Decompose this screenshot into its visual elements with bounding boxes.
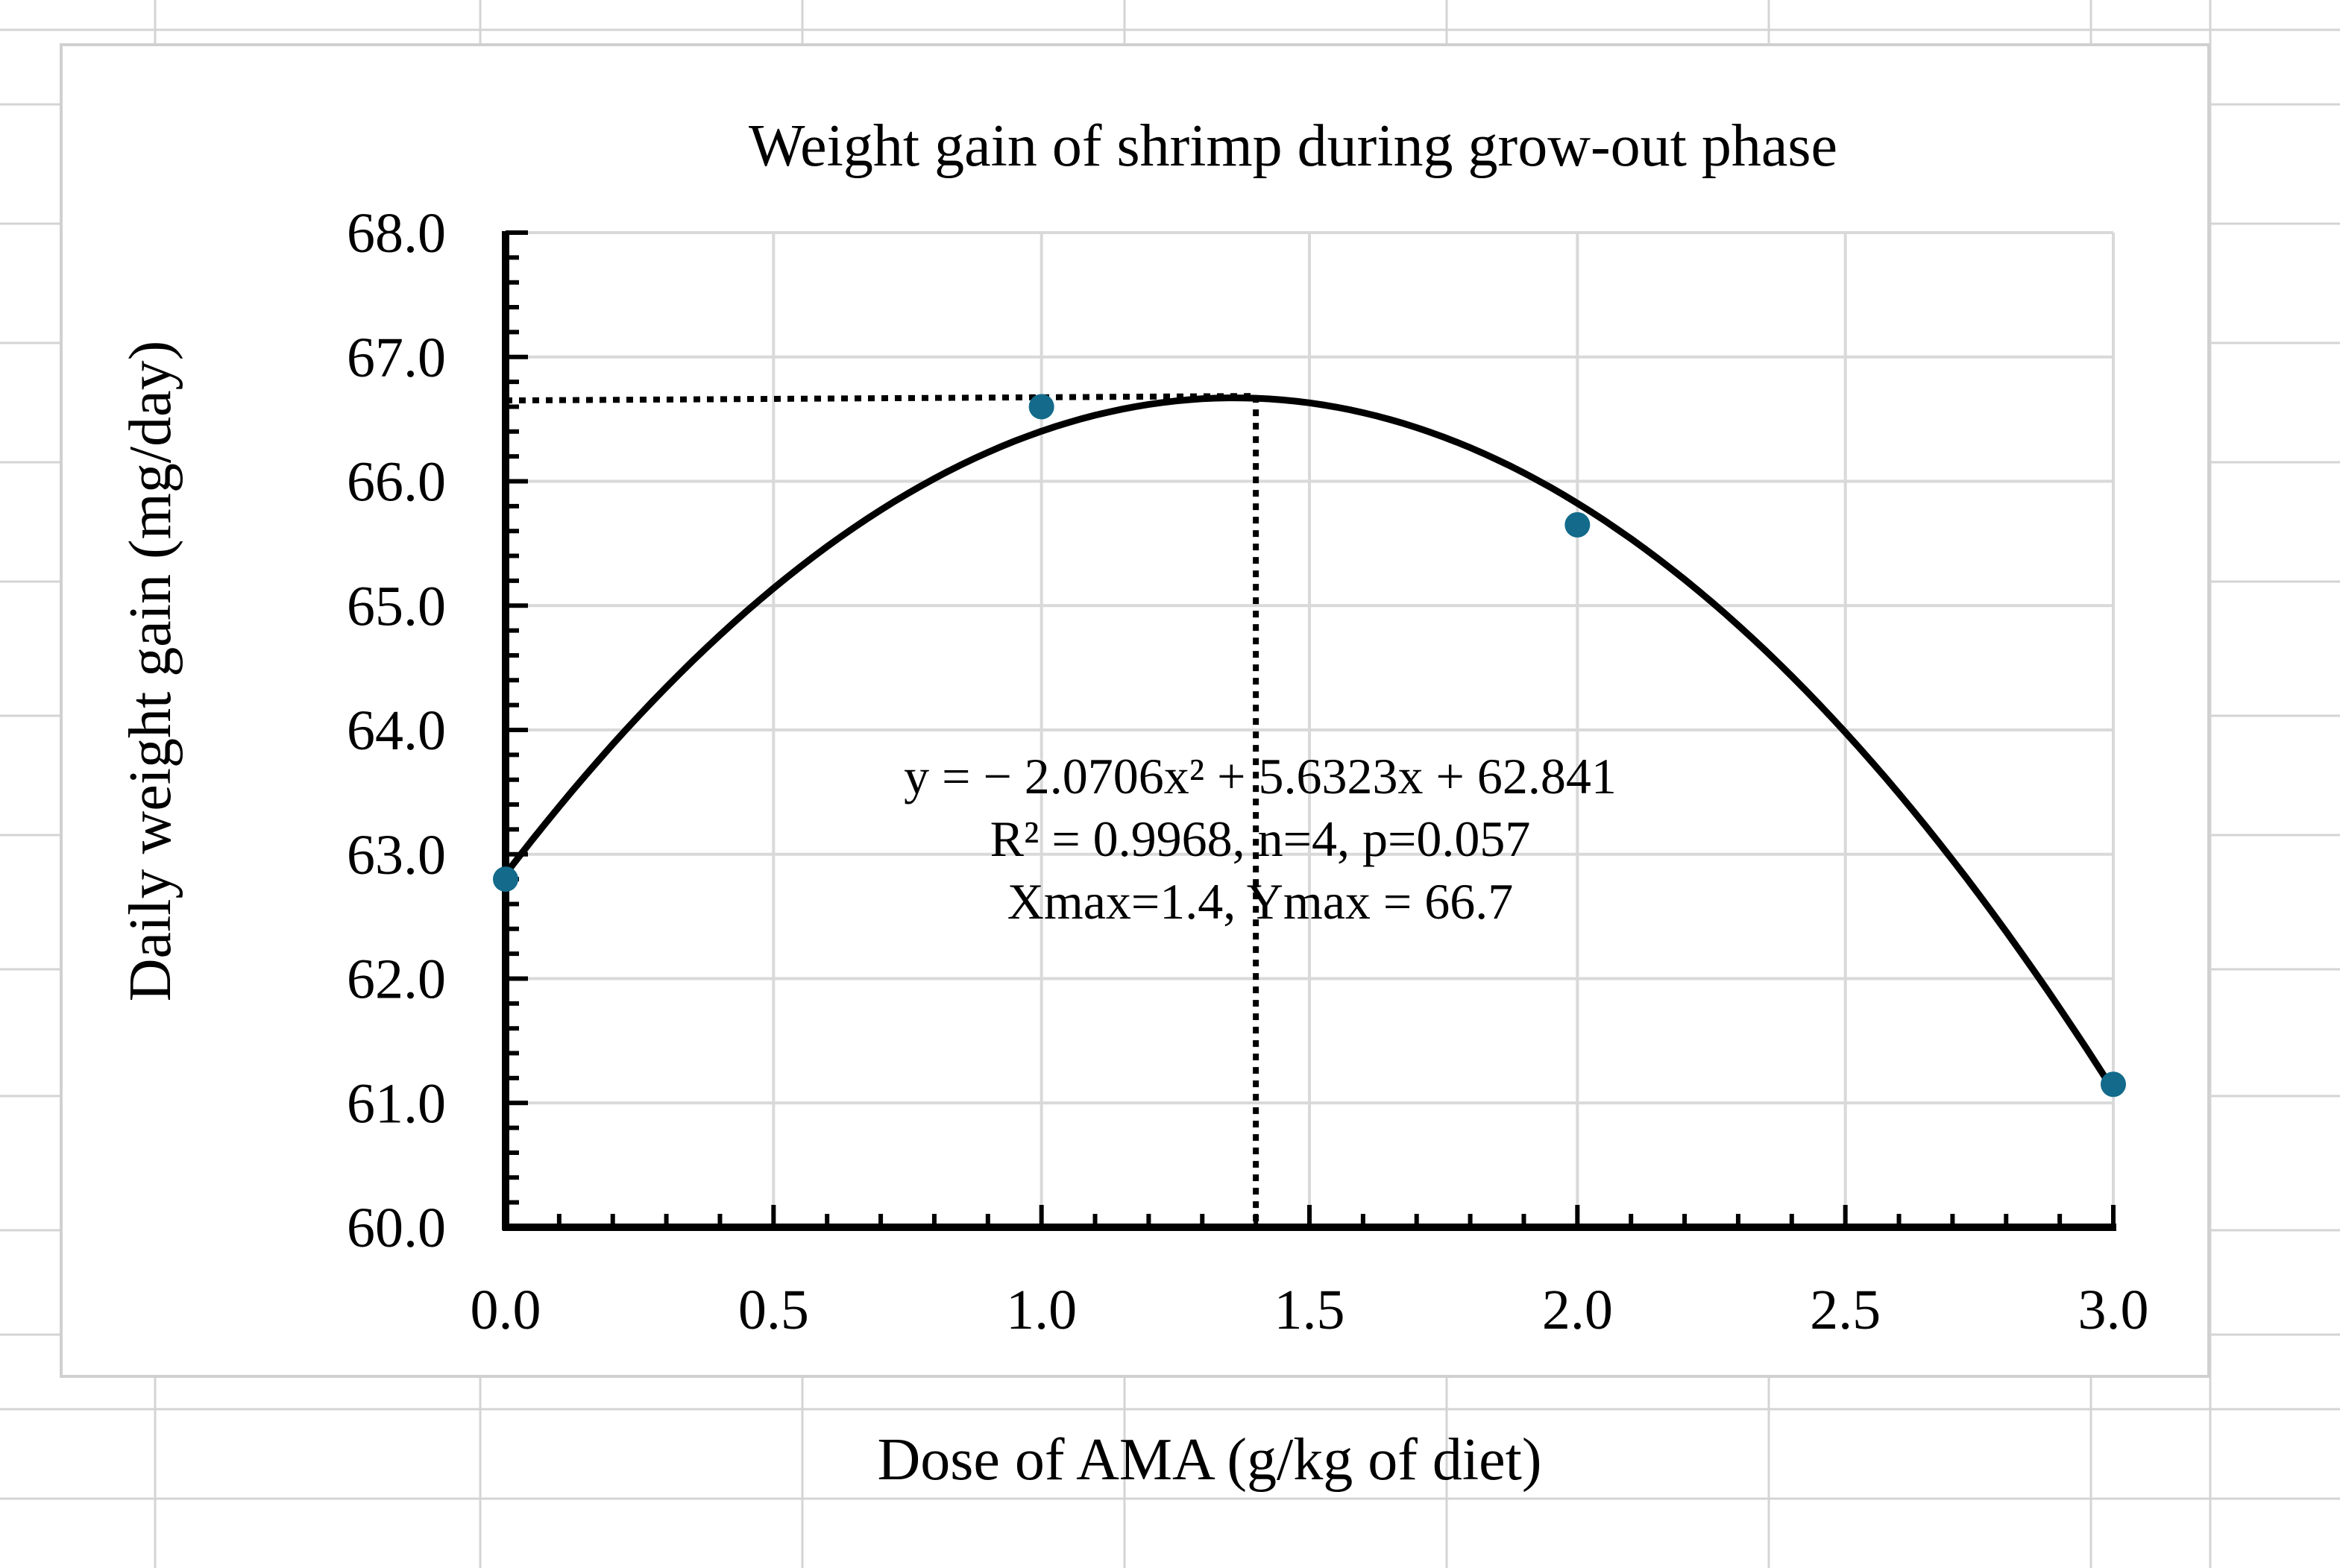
y-tick-label: 64.0 (347, 699, 446, 762)
x-tick-label: 3.0 (2078, 1279, 2149, 1341)
y-tick-label: 67.0 (347, 327, 446, 389)
data-point (1564, 511, 1591, 538)
equation-line: y = − 2.0706x² + 5.6323x + 62.841 (904, 748, 1617, 805)
x-tick-labels: 0.0 0.5 1.0 1.5 2.0 2.5 3.0 (471, 1279, 2149, 1341)
y-tick-label: 68.0 (347, 202, 446, 265)
x-tick-label: 0.0 (471, 1279, 541, 1341)
equation-annotation: y = − 2.0706x² + 5.6323x + 62.841 R² = 0… (904, 748, 1617, 930)
chart-title: Weight gain of shrimp during grow-out ph… (749, 113, 1837, 179)
x-tick-label: 2.5 (1810, 1279, 1881, 1341)
reference-lines (505, 393, 1259, 1227)
y-tick-label: 65.0 (347, 575, 446, 637)
y-tick-label: 61.0 (347, 1072, 446, 1135)
data-point (2101, 1071, 2126, 1098)
data-point (493, 866, 518, 892)
ymax-reference-line (505, 393, 1257, 404)
x-axis-label: Dose of AMA (g/kg of diet) (877, 1427, 1541, 1493)
chart-area-border (60, 43, 2210, 1378)
x-tick-label: 0.5 (738, 1279, 809, 1341)
max-line: Xmax=1.4, Ymax = 66.7 (1007, 873, 1514, 930)
y-axis-label: Daily weight gain (mg/day) (118, 341, 183, 1001)
data-point (1028, 394, 1054, 420)
trendline-curve (502, 394, 2117, 1094)
x-tick-label: 1.0 (1006, 1279, 1077, 1341)
y-tick-labels: 60.0 61.0 62.0 63.0 64.0 65.0 66.0 67.0 68.0 (347, 202, 446, 1259)
y-tick-label: 63.0 (347, 824, 446, 887)
y-tick-label: 66.0 (347, 451, 446, 514)
data-points (493, 394, 2126, 1098)
x-tick-label: 1.5 (1274, 1279, 1345, 1341)
y-tick-label: 62.0 (347, 948, 446, 1011)
y-tick-label: 60.0 (347, 1197, 446, 1259)
r-squared-line: R² = 0.9968, n=4, p=0.057 (990, 810, 1531, 867)
x-tick-label: 2.0 (1542, 1279, 1613, 1341)
